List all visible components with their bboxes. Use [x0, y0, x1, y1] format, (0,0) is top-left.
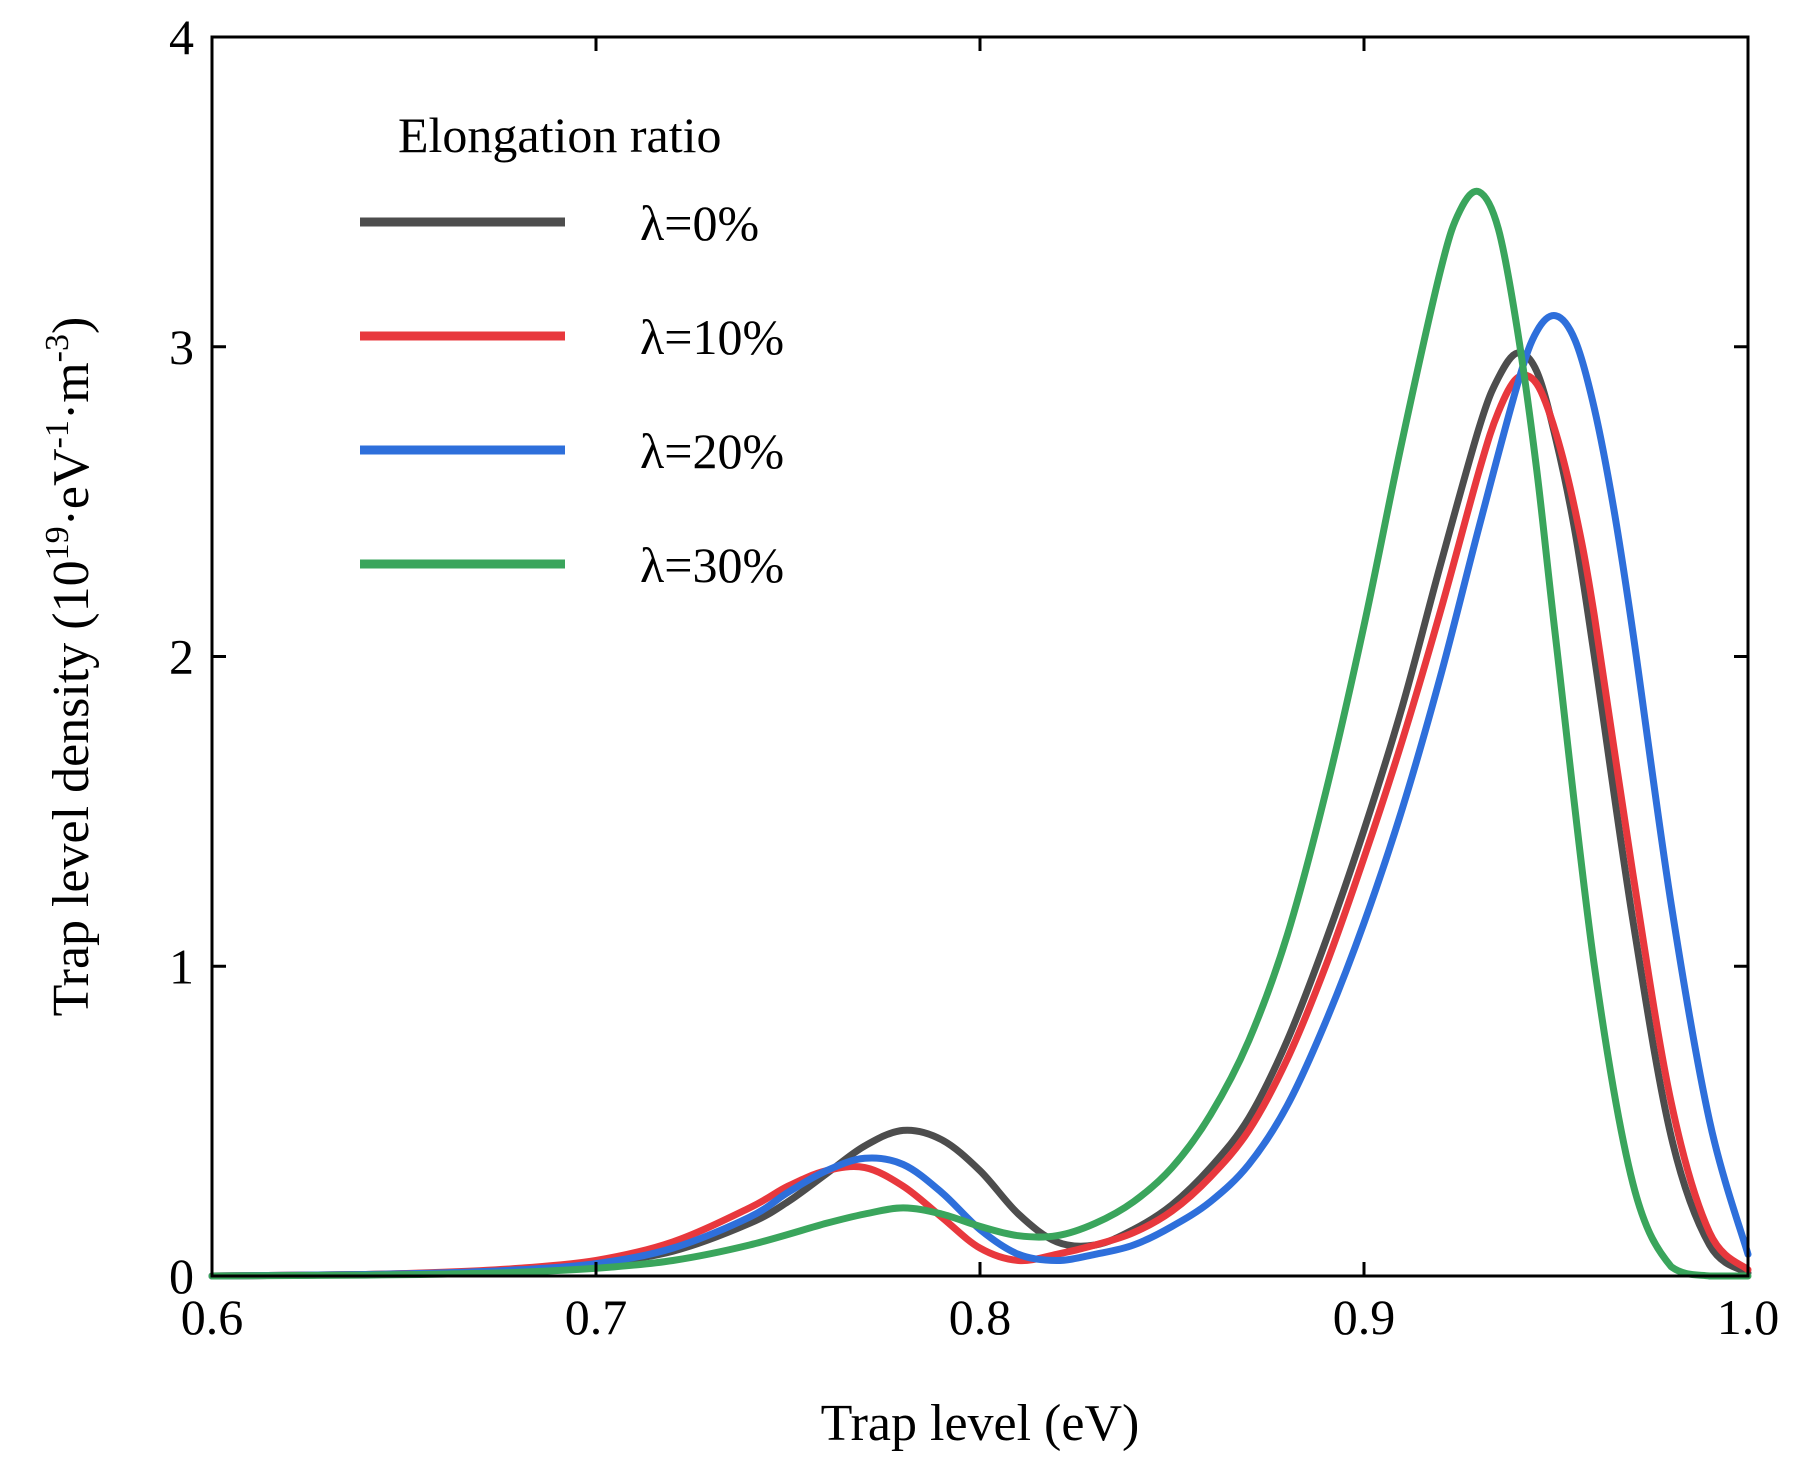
x-tick-label-0.7: 0.7: [565, 1289, 628, 1345]
y-tick-label-4: 4: [169, 9, 194, 65]
legend: Elongation ratio λ=0% λ=10% λ=20% λ=30%: [360, 107, 784, 593]
y-tick-label-0: 0: [169, 1248, 194, 1304]
legend-label-0: λ=0%: [640, 195, 759, 251]
legend-label-2: λ=20%: [640, 423, 784, 479]
series-line-3: [208, 187, 1752, 1280]
plot-lines: [208, 187, 1752, 1280]
x-axis-label: Trap level (eV): [821, 1395, 1140, 1452]
x-tick-label-0.9: 0.9: [1333, 1289, 1396, 1345]
x-tick-label-0.8: 0.8: [949, 1289, 1012, 1345]
legend-title: Elongation ratio: [398, 107, 722, 163]
legend-label-3: λ=30%: [640, 537, 784, 593]
x-tick-label-0.6: 0.6: [181, 1289, 244, 1345]
y-tick-label-1: 1: [169, 938, 194, 994]
legend-label-1: λ=10%: [640, 309, 784, 365]
series-line-2: [208, 312, 1752, 1280]
x-tick-label-1.0: 1.0: [1717, 1289, 1780, 1345]
y-axis-label: Trap level density (1019·eV-1·m-3): [39, 317, 100, 1017]
y-tick-label-3: 3: [169, 319, 194, 375]
ticks: 0.6 0.7 0.8 0.9 1.0 0 1 2 3 4: [169, 9, 1779, 1345]
series-line-0: [208, 349, 1752, 1280]
y-tick-label-2: 2: [169, 629, 194, 685]
series-line-1: [208, 371, 1752, 1280]
